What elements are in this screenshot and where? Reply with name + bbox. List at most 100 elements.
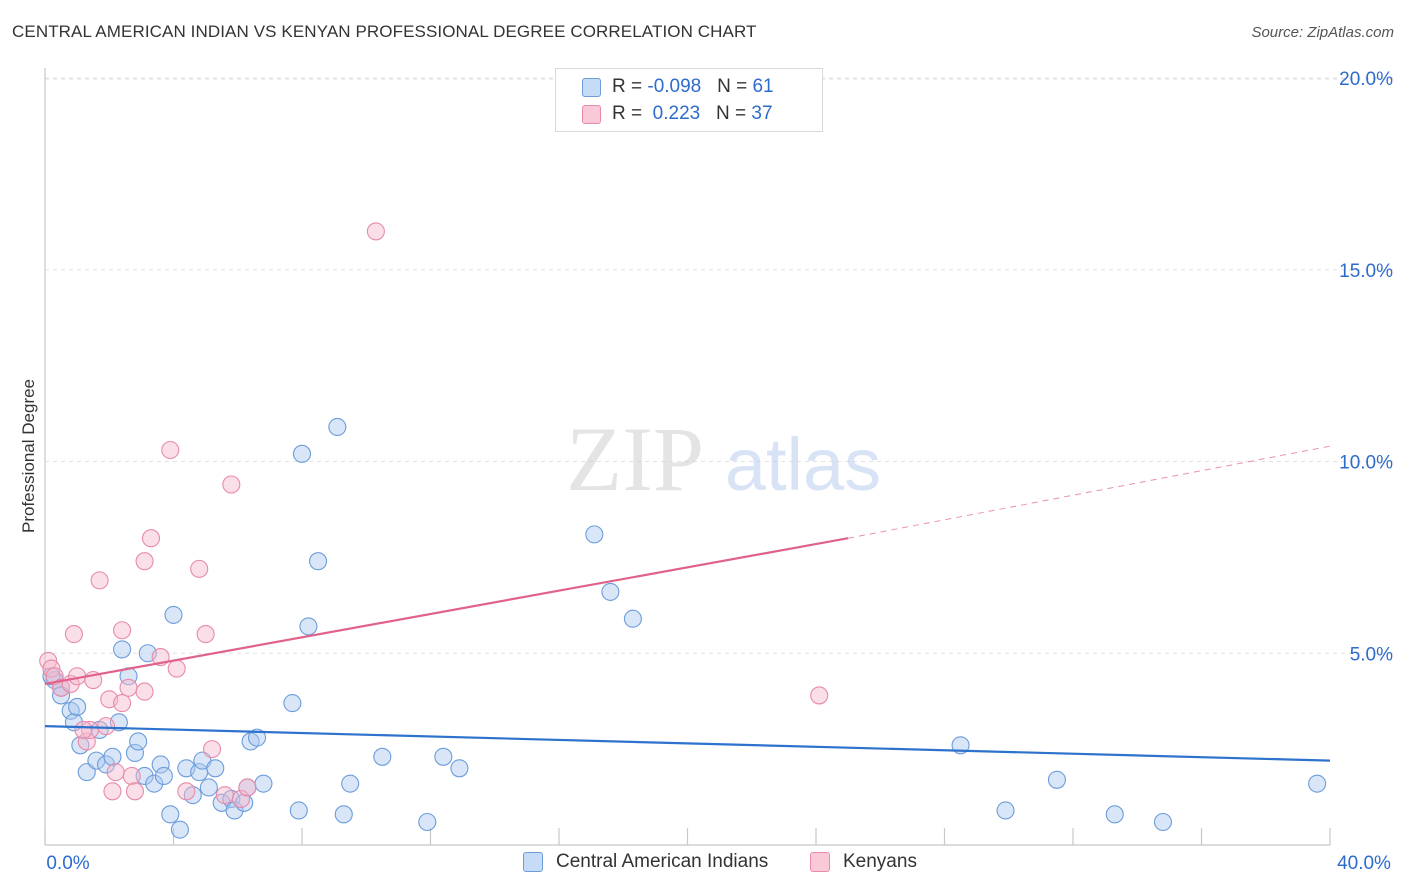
- data-point-kenyans: [215, 786, 234, 805]
- series-central-american-indians-points: [42, 417, 1327, 839]
- data-point-central-american-indians: [418, 812, 437, 832]
- data-point-kenyans: [106, 763, 125, 782]
- data-point-central-american-indians: [289, 801, 308, 820]
- data-point-central-american-indians: [129, 732, 148, 751]
- data-point-kenyans: [135, 682, 154, 701]
- legend-label: Kenyans: [843, 851, 917, 872]
- data-point-kenyans: [96, 717, 116, 736]
- data-point-central-american-indians: [1047, 770, 1066, 789]
- legend-swatch-pink: [582, 105, 601, 124]
- data-point-central-american-indians: [199, 778, 218, 797]
- legend-text-pink: R = 0.223 N = 37: [612, 103, 773, 125]
- source-label[interactable]: Source: ZipAtlas.com: [1251, 24, 1394, 41]
- n-label: N =: [717, 76, 753, 97]
- n-label: N =: [716, 103, 752, 124]
- data-point-central-american-indians: [299, 617, 318, 636]
- data-point-kenyans: [190, 559, 209, 578]
- y-tick-label: 15.0%: [1339, 261, 1393, 282]
- watermark-atlas: atlas: [725, 423, 881, 506]
- data-point-central-american-indians: [161, 805, 180, 824]
- trendline-central-american-indians: [44, 725, 1331, 762]
- data-point-kenyans: [222, 475, 241, 494]
- data-point-central-american-indians: [247, 728, 267, 747]
- data-point-kenyans: [119, 678, 138, 697]
- y-axis-label: Professional Degree: [19, 379, 38, 533]
- legend-label: Central American Indians: [556, 851, 769, 872]
- data-point-central-american-indians: [292, 444, 312, 463]
- data-point-central-american-indians: [434, 747, 453, 766]
- y-tick-label: 5.0%: [1350, 644, 1393, 665]
- grid-lines: [45, 77, 1393, 654]
- data-point-central-american-indians: [135, 766, 154, 786]
- data-point-central-american-indians: [125, 743, 144, 763]
- data-point-kenyans: [90, 571, 109, 590]
- data-point-central-american-indians: [334, 805, 353, 824]
- data-point-kenyans: [196, 625, 215, 644]
- r-label: R =: [612, 103, 648, 124]
- data-point-central-american-indians: [328, 417, 347, 437]
- data-point-kenyans: [810, 686, 829, 705]
- correlation-legend: R = -0.098 N = 61 R = 0.223 N = 37: [555, 68, 823, 132]
- data-point-central-american-indians: [283, 694, 302, 713]
- data-point-kenyans: [125, 782, 144, 801]
- data-point-central-american-indians: [164, 605, 183, 624]
- n-value: 37: [751, 103, 773, 124]
- data-point-central-american-indians: [450, 759, 469, 778]
- data-point-kenyans: [74, 720, 93, 740]
- data-point-kenyans: [77, 732, 96, 751]
- data-point-central-american-indians: [151, 755, 170, 774]
- legend-swatch-blue: [523, 852, 543, 872]
- data-point-central-american-indians: [1105, 805, 1124, 824]
- data-point-central-american-indians: [601, 582, 620, 601]
- data-point-kenyans: [113, 694, 132, 713]
- watermark-zip: ZIP: [566, 408, 704, 510]
- data-point-kenyans: [141, 529, 161, 548]
- data-point-kenyans: [366, 222, 385, 241]
- legend-item-central-american-indians[interactable]: Central American Indians: [523, 851, 768, 873]
- legend-item-kenyans[interactable]: Kenyans: [810, 851, 917, 873]
- data-point-kenyans: [231, 789, 251, 809]
- data-point-kenyans: [167, 659, 186, 678]
- r-value: 0.223: [647, 103, 701, 124]
- data-point-kenyans: [177, 782, 196, 801]
- data-point-central-american-indians: [113, 640, 132, 659]
- data-point-kenyans: [135, 552, 154, 571]
- r-label: R =: [612, 76, 648, 97]
- data-point-kenyans: [238, 778, 257, 797]
- data-point-central-american-indians: [1153, 812, 1172, 832]
- data-point-central-american-indians: [341, 774, 360, 793]
- legend-text-blue: R = -0.098 N = 61: [612, 76, 774, 98]
- trendline-kenyans-extension: [848, 445, 1331, 539]
- data-point-kenyans: [122, 766, 141, 786]
- data-point-kenyans: [103, 782, 122, 801]
- data-point-central-american-indians: [623, 609, 642, 628]
- chart-title: CENTRAL AMERICAN INDIAN VS KENYAN PROFES…: [12, 22, 757, 41]
- data-point-kenyans: [64, 625, 83, 644]
- y-tick-label: 10.0%: [1339, 453, 1393, 474]
- data-point-central-american-indians: [373, 747, 392, 766]
- legend-swatch-blue: [582, 78, 601, 97]
- data-point-central-american-indians: [103, 747, 122, 766]
- tick-labels: 5.0% 10.0% 15.0% 20.0% 0.0% 40.0%: [46, 69, 1393, 874]
- data-point-central-american-indians: [68, 697, 87, 716]
- data-point-central-american-indians: [170, 820, 189, 839]
- data-point-central-american-indians: [96, 755, 116, 774]
- data-point-central-american-indians: [145, 774, 164, 793]
- axes: [44, 68, 1331, 846]
- r-value: -0.098: [647, 76, 702, 97]
- data-point-central-american-indians: [585, 525, 604, 544]
- legend-swatch-pink: [810, 852, 830, 872]
- data-point-kenyans: [113, 621, 132, 640]
- data-point-central-american-indians: [996, 801, 1015, 820]
- series-legend: Central American Indians Kenyans: [0, 851, 1406, 877]
- trend-lines: [44, 445, 1331, 762]
- x-tick-label: 40.0%: [1337, 853, 1391, 874]
- data-point-kenyans: [161, 440, 180, 460]
- data-point-central-american-indians: [225, 801, 244, 820]
- data-point-kenyans: [52, 678, 71, 697]
- data-point-central-american-indians: [254, 774, 273, 793]
- y-tick-label: 20.0%: [1339, 69, 1393, 90]
- data-point-kenyans: [203, 740, 222, 759]
- trendline-kenyans: [44, 537, 849, 686]
